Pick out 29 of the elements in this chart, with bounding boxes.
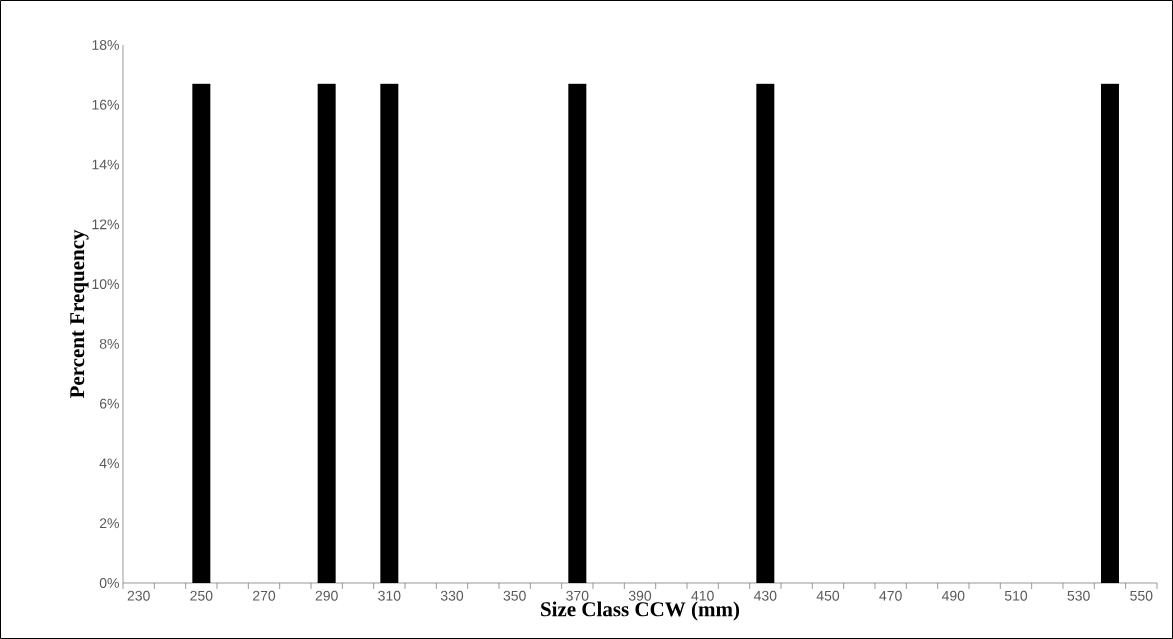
x-tick-label: 250 [190, 590, 213, 601]
x-tick-label: 230 [127, 590, 150, 601]
y-tick-label: 8% [99, 338, 119, 349]
x-tick-label: 290 [315, 590, 338, 601]
x-tick-label: 510 [1004, 590, 1028, 601]
y-tick-label: 14% [92, 159, 119, 170]
y-tick-label: 18% [92, 40, 119, 50]
y-tick-label: 6% [99, 398, 119, 409]
x-tick-label: 370 [566, 590, 589, 601]
x-tick-label: 470 [879, 590, 902, 601]
y-tick-label: 16% [92, 99, 119, 110]
x-tick-label: 350 [503, 590, 526, 601]
x-tick-label: 410 [691, 590, 714, 601]
x-tick-label: 390 [628, 590, 652, 601]
y-tick-label: 4% [99, 458, 119, 469]
x-tick-label: 270 [253, 590, 276, 601]
x-tick-label: 550 [1130, 590, 1153, 601]
x-tick-label: 530 [1067, 590, 1090, 601]
y-tick-label: 12% [92, 219, 119, 230]
x-tick-label: 310 [378, 590, 401, 601]
x-axis-title: Size Class CCW (mm) [541, 601, 740, 621]
y-tick-label: 10% [92, 279, 119, 290]
y-tick-label: 2% [99, 518, 119, 529]
x-tick-label: 330 [440, 590, 464, 601]
x-tick-label: 450 [816, 590, 840, 601]
y-axis-title: Percent Frequency [70, 229, 89, 399]
y-tick-label: 0% [99, 578, 119, 588]
x-tick-label: 430 [753, 590, 777, 601]
x-tick-label: 490 [941, 590, 965, 601]
